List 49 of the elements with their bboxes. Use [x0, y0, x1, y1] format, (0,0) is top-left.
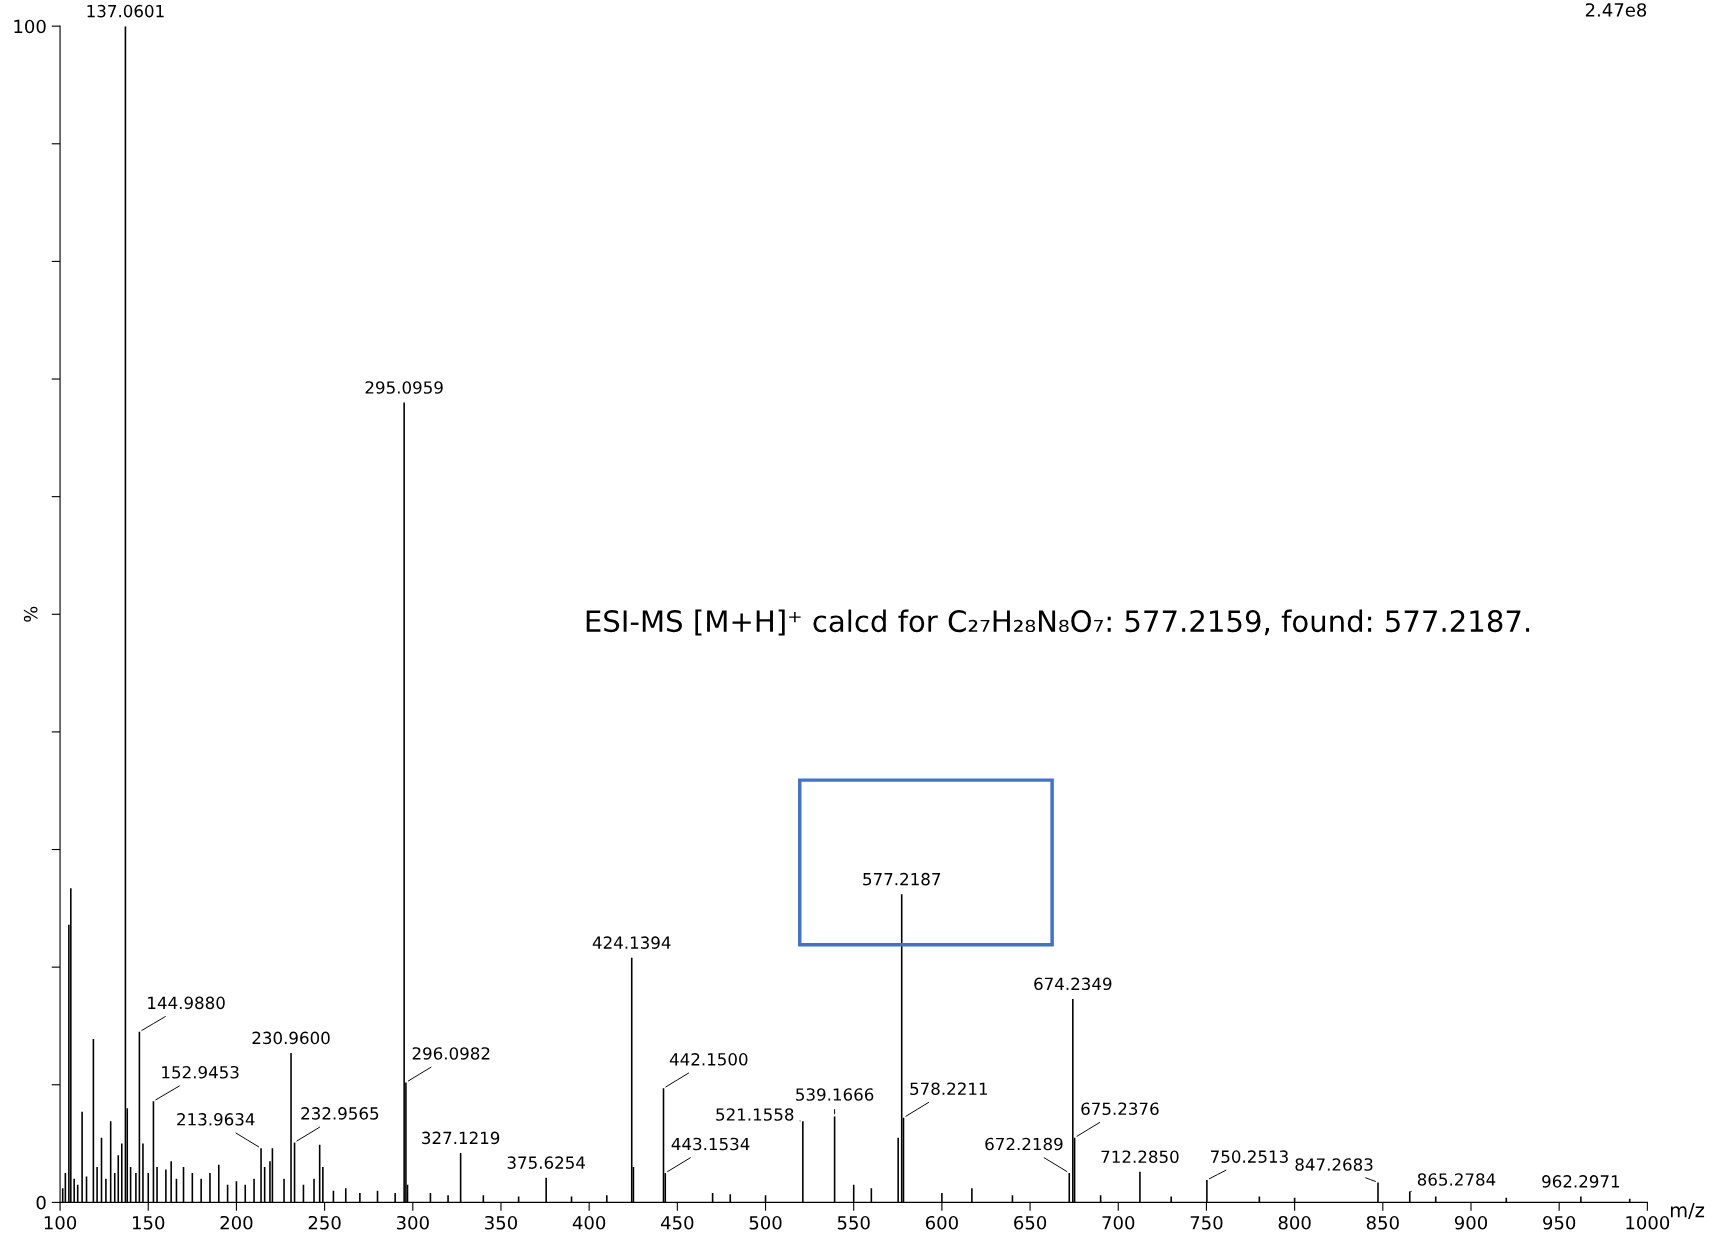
y-axis-title: % — [23, 606, 38, 622]
x-tick-label: 500 — [749, 1215, 782, 1230]
x-tick-label: 1000 — [1626, 1215, 1670, 1230]
text: 2.47e8 — [1585, 3, 1647, 17]
x-tick-label: 800 — [1278, 1215, 1311, 1230]
annotation: 847.2683 — [1295, 1158, 1373, 1171]
annotation: 375.6254 — [507, 1156, 585, 1169]
x-tick-label: 700 — [1102, 1215, 1135, 1230]
x-tick-label: 400 — [572, 1215, 606, 1230]
x-tick-label: 650 — [1014, 1215, 1047, 1230]
annotation: 674.2349 — [1034, 977, 1112, 991]
annotation: 144.9880 — [148, 996, 225, 1010]
annotation: 577.2187 — [863, 872, 941, 886]
annotation: 152.9453 — [162, 1065, 239, 1079]
x-tick-label: 150 — [132, 1215, 165, 1230]
x-axis-title: m/z — [1670, 1202, 1705, 1219]
x-tick-label: 550 — [837, 1215, 870, 1230]
annotation: 442.1500 — [669, 1053, 748, 1066]
annotation: 750.2513 — [1211, 1150, 1288, 1163]
annotation: 443.1534 — [671, 1137, 750, 1151]
annotation: 232.9565 — [301, 1107, 379, 1120]
x-tick-label: 450 — [660, 1215, 694, 1230]
annotation: 295.0959 — [365, 381, 443, 394]
annotation: 137.0601 — [87, 4, 164, 18]
annotation: 962.2971 — [1542, 1175, 1620, 1188]
x-tick-label: 900 — [1454, 1215, 1488, 1230]
x-tick-label: 200 — [220, 1215, 253, 1230]
x-tick-label: 750 — [1190, 1215, 1223, 1230]
x-tick-label: 350 — [485, 1215, 518, 1230]
x-tick-label: 250 — [308, 1215, 341, 1230]
annotation: 230.9600 — [252, 1031, 330, 1045]
annotation: 296.0982 — [412, 1047, 490, 1060]
y-tick-label: 0 — [36, 1195, 46, 1210]
x-tick-label: 300 — [396, 1215, 429, 1230]
annotation: 578.2211 — [910, 1082, 988, 1096]
annotation: 213.9634 — [177, 1113, 255, 1126]
x-tick-label: 850 — [1366, 1215, 1399, 1230]
annotation: 539.1666 — [796, 1088, 874, 1101]
x-tick-label: 600 — [925, 1215, 958, 1230]
annotation: 865.2784 — [1417, 1173, 1496, 1186]
x-tick-label: 100 — [44, 1215, 77, 1230]
annotation: 675.2376 — [1081, 1102, 1159, 1116]
annotation: 327.1219 — [422, 1131, 500, 1145]
annotation: 424.1394 — [592, 936, 671, 949]
annotation: 672.2189 — [985, 1137, 1063, 1151]
annotation: ESI-MS [M+H]⁺ calcd for C₂₇H₂₈N₈O₇: 577.2159, found: 577.2187. — [586, 609, 1530, 636]
annotation: 521.1558 — [716, 1108, 794, 1121]
annotation: 712.2850 — [1101, 1150, 1179, 1164]
x-tick-label: 950 — [1543, 1215, 1576, 1230]
